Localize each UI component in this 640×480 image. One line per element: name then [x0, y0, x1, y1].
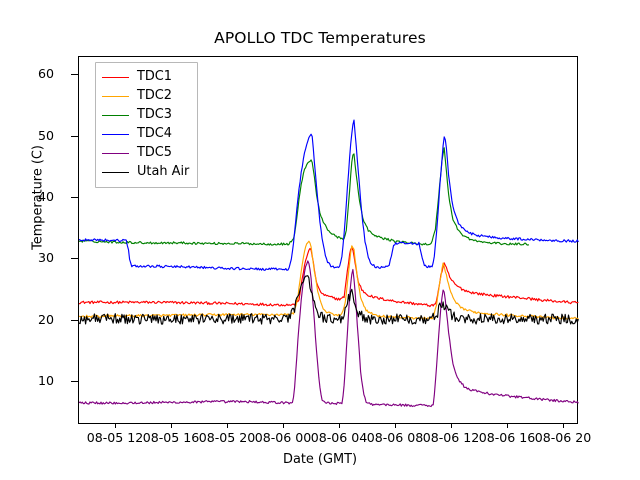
y-tick-label: 60 [37, 66, 54, 82]
legend-color-swatch [102, 77, 129, 78]
x-tick-mark [227, 424, 228, 428]
legend-item: TDC5 [102, 144, 189, 163]
chart-title: APOLLO TDC Temperatures [214, 29, 426, 47]
x-tick-label: 08-06 20 [534, 430, 592, 445]
y-tick-label: 50 [37, 127, 54, 143]
legend-item: TDC1 [102, 68, 189, 87]
y-tick-label: 10 [37, 373, 54, 389]
legend-label: Utah Air [137, 164, 190, 180]
x-tick-label: 08-05 16 [142, 430, 200, 445]
x-tick-label: 08-06 08 [366, 430, 424, 445]
x-tick-mark [339, 424, 340, 428]
y-tick-mark [71, 319, 78, 321]
legend-label: TDC2 [137, 88, 173, 104]
y-tick-mark [71, 381, 78, 383]
x-tick-mark [563, 424, 564, 428]
legend: TDC1 TDC2 TDC3 TDC4 TDC5 Utah Air [95, 62, 199, 188]
legend-label: TDC3 [137, 107, 173, 123]
y-tick-mark [71, 135, 78, 137]
x-tick-mark [451, 424, 452, 428]
series-line-tdc1 [79, 247, 579, 308]
x-tick-label: 08-05 12 [86, 430, 144, 445]
x-tick-mark [507, 424, 508, 428]
series-canvas [79, 57, 579, 425]
x-tick-label: 08-06 00 [254, 430, 312, 445]
x-tick-label: 08-05 20 [198, 430, 256, 445]
legend-item: TDC3 [102, 106, 189, 125]
series-line-utah-air [79, 275, 579, 325]
x-tick-mark [171, 424, 172, 428]
y-tick-mark [71, 197, 78, 199]
x-tick-mark [395, 424, 396, 428]
legend-item: TDC4 [102, 125, 189, 144]
x-tick-label: 08-06 04 [310, 430, 368, 445]
series-line-tdc3 [79, 147, 530, 246]
legend-label: TDC4 [137, 126, 173, 142]
y-tick-label: 40 [37, 189, 54, 205]
x-axis-label: Date (GMT) [283, 452, 357, 467]
series-line-tdc4 [79, 119, 579, 271]
legend-label: TDC1 [137, 69, 173, 85]
y-tick-label: 30 [37, 250, 54, 266]
legend-color-swatch [102, 115, 129, 116]
y-tick-label: 20 [37, 311, 54, 327]
line-chart-svg [79, 119, 579, 408]
series-line-tdc2 [79, 240, 579, 321]
x-tick-label: 08-06 16 [478, 430, 536, 445]
legend-color-swatch [102, 96, 129, 97]
x-tick-mark [115, 424, 116, 428]
legend-label: TDC5 [137, 145, 173, 161]
x-tick-mark [283, 424, 284, 428]
legend-item: TDC2 [102, 87, 189, 106]
y-tick-mark [71, 258, 78, 260]
legend-color-swatch [102, 153, 129, 154]
legend-item: Utah Air [102, 163, 189, 182]
y-tick-mark [71, 74, 78, 76]
series-line-tdc5 [79, 260, 579, 408]
x-tick-label: 08-06 12 [422, 430, 480, 445]
legend-color-swatch [102, 172, 129, 173]
legend-color-swatch [102, 134, 129, 135]
